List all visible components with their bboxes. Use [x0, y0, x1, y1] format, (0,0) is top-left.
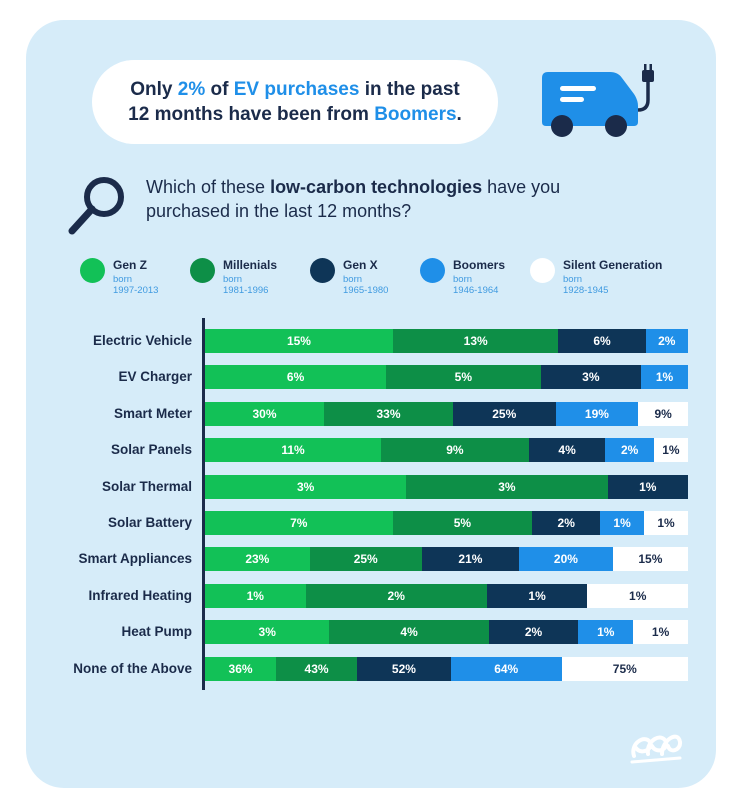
legend-born: born 1981-1996: [223, 274, 268, 296]
legend-swatch: [80, 258, 105, 283]
legend-years: 1928-1945: [563, 285, 609, 296]
category-label: Smart Appliances: [78, 551, 192, 567]
bar-segment: 15%: [205, 329, 393, 353]
bar-segment: 1%: [486, 583, 588, 608]
category-label: Heat Pump: [121, 624, 192, 640]
category-label: Solar Panels: [110, 442, 192, 458]
bar-segment: 3%: [406, 474, 608, 499]
legend-born: born 1928-1945: [563, 274, 608, 296]
bar-segment: 9%: [638, 401, 688, 426]
magnifier-icon: [68, 177, 124, 235]
headline-banner: Only 2% of EV purchases in the past 12 m…: [92, 60, 498, 144]
question-text: have you purchased in the last 12 months…: [146, 177, 561, 221]
bar-segment: 43%: [276, 656, 358, 681]
bar-segment: 2%: [645, 329, 688, 353]
bar-segment: 1%: [205, 583, 306, 608]
bar-segment: 64%: [450, 656, 562, 681]
legend-name: Gen X: [343, 258, 378, 272]
bar-segment: 2%: [488, 620, 579, 645]
bar-segment: 6%: [205, 365, 387, 390]
bar-segment: 1%: [641, 365, 688, 390]
bar-segment: 1%: [600, 511, 645, 535]
legend-name: Silent Generation: [563, 258, 663, 272]
legend-swatch: [420, 258, 445, 283]
electric-van-icon: [542, 64, 654, 137]
bar-segment: 15%: [612, 547, 688, 572]
bar-segment: 13%: [392, 329, 559, 353]
category-label: Solar Thermal: [101, 478, 192, 494]
question-highlight: low-carbon technologies: [270, 177, 483, 197]
legend-born: born 1946-1964: [453, 274, 498, 296]
legend-name: Gen Z: [113, 258, 148, 272]
legend-years: 1997-2013: [113, 285, 159, 296]
legend-born: born 1965-1980: [343, 274, 388, 296]
bar-segment: 2%: [532, 511, 601, 535]
headline-text: 12 months have been from: [128, 104, 375, 125]
bar-segment: 1%: [587, 583, 688, 608]
survey-question: Which of these low-carbon technologies h…: [146, 175, 626, 223]
bar-segment: 30%: [205, 401, 325, 426]
bar-segment: 4%: [528, 438, 606, 463]
bar-segment: 5%: [392, 511, 533, 535]
headline-percent: 2%: [177, 79, 206, 100]
legend-years: 1965-1980: [343, 285, 389, 296]
headline-line-2: 12 months have been from Boomers.: [128, 102, 462, 127]
brand-logo-icon: [630, 734, 683, 764]
bar-segment: 5%: [386, 365, 541, 390]
bar-segment: 9%: [381, 438, 529, 463]
headline-highlight: Boomers: [374, 104, 457, 125]
legend-born-label: born: [223, 274, 243, 285]
headline-text: of: [205, 79, 234, 100]
legend-name: Boomers: [453, 258, 506, 272]
bar-segment: 25%: [309, 547, 422, 572]
headline-highlight: EV purchases: [233, 79, 360, 100]
legend-years: 1946-1964: [453, 285, 499, 296]
category-label: Electric Vehicle: [92, 333, 192, 348]
legend-name: Millenials: [223, 258, 278, 272]
bar-segment: 1%: [653, 438, 688, 463]
category-label: Infrared Heating: [88, 587, 192, 603]
chart-axis-line: [202, 318, 205, 690]
legend-years: 1981-1996: [223, 285, 269, 296]
bar-segment: 36%: [205, 656, 277, 681]
headline-text: .: [456, 104, 462, 125]
bar-segment: 2%: [605, 438, 654, 463]
bar-segment: 3%: [205, 620, 330, 645]
bar-segment: 21%: [421, 547, 520, 572]
legend-born-label: born: [453, 274, 473, 285]
legend-swatch: [310, 258, 335, 283]
bar-segment: 11%: [205, 438, 382, 463]
bar-segment: 3%: [205, 474, 407, 499]
bar-segment: 23%: [205, 547, 310, 572]
bar-segment: 20%: [519, 547, 613, 572]
bar-segment: 1%: [607, 474, 688, 499]
bar-segment: 4%: [329, 620, 489, 645]
legend-swatch: [190, 258, 215, 283]
category-label: EV Charger: [118, 369, 192, 385]
legend-born: born 1997-2013: [113, 274, 158, 296]
headline-line-1: Only 2% of EV purchases in the past: [130, 77, 459, 102]
bar-segment: 52%: [357, 656, 451, 681]
category-label: Solar Battery: [107, 515, 192, 530]
legend-born-label: born: [343, 274, 363, 285]
bar-segment: 1%: [633, 620, 688, 645]
bar-segment: 33%: [324, 401, 453, 426]
bar-segment: 25%: [453, 401, 556, 426]
category-label: None of the Above: [73, 660, 192, 676]
bar-segment: 2%: [305, 583, 487, 608]
question-text: Which of these: [146, 177, 271, 197]
bar-segment: 75%: [561, 656, 688, 681]
legend-born-label: born: [563, 274, 583, 285]
legend-swatch: [530, 258, 555, 283]
legend-born-label: born: [113, 274, 133, 285]
bar-segment: 7%: [205, 511, 393, 535]
headline-text: in the past: [359, 79, 460, 100]
headline-text: Only: [130, 79, 178, 100]
bar-segment: 1%: [644, 511, 688, 535]
bar-segment: 6%: [558, 329, 646, 353]
category-label: Smart Meter: [113, 405, 192, 421]
bar-segment: 19%: [555, 401, 639, 426]
bar-segment: 3%: [540, 365, 642, 390]
bar-segment: 1%: [578, 620, 634, 645]
